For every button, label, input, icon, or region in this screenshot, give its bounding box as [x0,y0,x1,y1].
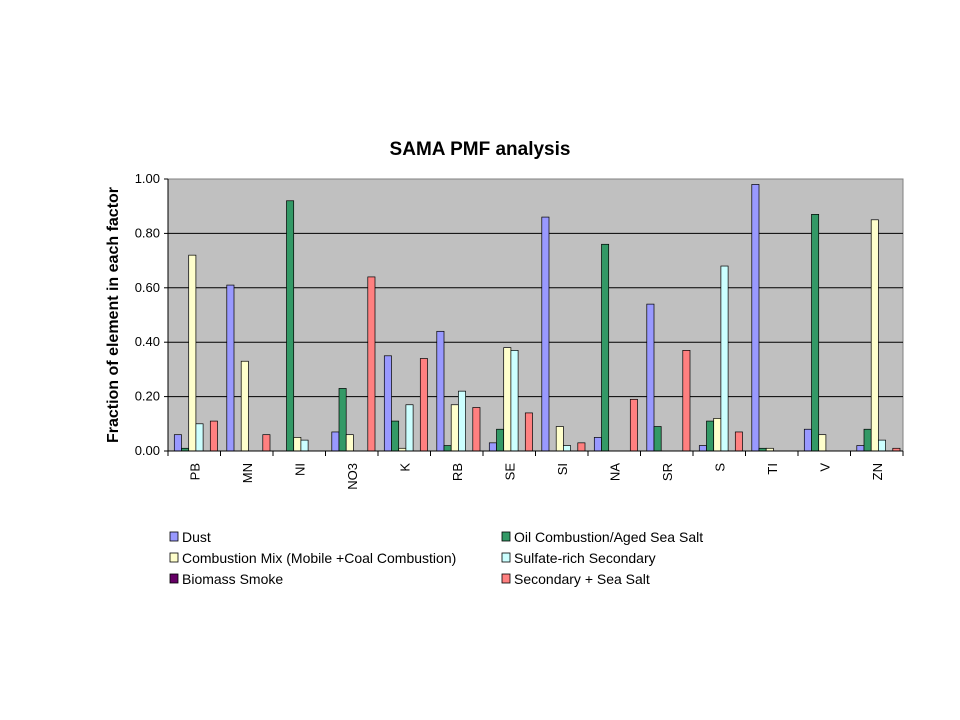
bar [496,428,505,452]
bar [706,420,715,452]
chart-title: SAMA PMF analysis [390,139,571,160]
bar [195,423,204,452]
bar [734,431,743,452]
bar [698,445,707,452]
y-tick-label: 0.00 [135,443,160,458]
bar [811,214,820,452]
bar [188,254,197,452]
bar [173,434,182,452]
x-tick-label: RB [450,463,465,481]
bar [262,434,271,452]
y-tick-label: 1.00 [135,171,160,186]
bar [488,442,497,452]
bar [367,276,376,452]
legend-swatch [169,531,179,542]
bar [383,355,392,452]
legend-label: Biomass Smoke [182,571,283,587]
bar [818,434,827,452]
bar [405,404,414,452]
x-tick-label: SI [555,463,570,475]
bars [173,184,901,452]
x-tick-label: S [712,463,727,472]
bar [863,428,872,452]
bar [209,420,218,452]
bar [751,184,760,452]
legend: Dust Oil Combustion/Aged Sea Salt Combusti… [169,529,703,587]
bar [450,404,459,452]
legend-label: Secondary + Sea Salt [514,571,650,587]
bar [345,434,354,452]
x-tick-label: NI [292,463,307,476]
y-tick-labels: 0.00 0.20 0.40 0.60 0.80 1.00 [135,171,160,458]
legend-label: Oil Combustion/Aged Sea Salt [514,529,703,545]
bar [240,360,249,452]
bar [856,445,865,452]
x-tick-labels: PB MN NI NO3 K RB SE SI NA SR S TI V ZN [187,463,885,490]
x-tick-label: MN [240,463,255,483]
legend-swatch [169,552,179,563]
bar [524,412,533,452]
legend-swatch [169,573,179,584]
y-tick-label: 0.80 [135,225,160,240]
bar [682,350,691,452]
bar [338,388,347,452]
bar [555,426,564,452]
bar [300,439,309,452]
bar [391,420,400,452]
x-tick-label: NO3 [345,463,360,490]
legend-label: Sulfate-rich Secondary [514,550,656,566]
plot-area [167,178,904,452]
bar [577,442,586,452]
y-tick-label: 0.20 [135,389,160,404]
bar [646,303,655,452]
y-tick-label: 0.60 [135,280,160,295]
bar [713,418,722,452]
y-axis-label: Fraction of element in each factor [105,187,122,443]
bar [720,265,729,452]
legend-swatch [501,573,511,584]
x-tick-label: SR [660,463,675,481]
bar [563,445,571,452]
legend-label: Dust [182,529,211,545]
bar [293,437,302,452]
x-tick-label: K [397,463,412,472]
legend-swatch [501,552,511,563]
bar [803,428,812,452]
y-tick-label: 0.40 [135,334,160,349]
bar [601,243,610,452]
bar [653,426,662,452]
bar [419,358,428,452]
x-tick-label: NA [607,463,622,481]
bar [458,390,466,452]
x-tick-label: ZN [870,463,885,480]
bar [870,219,879,452]
bar [541,216,550,452]
bar [472,407,481,452]
x-tick-label: V [817,463,832,472]
bar [629,398,638,452]
bar [443,445,452,452]
x-tick-label: PB [187,463,202,480]
x-tick-label: SE [502,463,517,481]
legend-swatch [501,531,511,542]
axes [167,179,904,456]
bar [593,437,602,452]
bar [436,330,445,452]
legend-label: Combustion Mix (Mobile +Coal Combustion) [182,550,456,566]
bar [503,347,512,452]
bar [331,431,340,452]
bar [878,439,886,452]
x-tick-label: TI [765,463,780,475]
bar [226,284,235,452]
bar [286,200,295,452]
bar [510,350,519,452]
